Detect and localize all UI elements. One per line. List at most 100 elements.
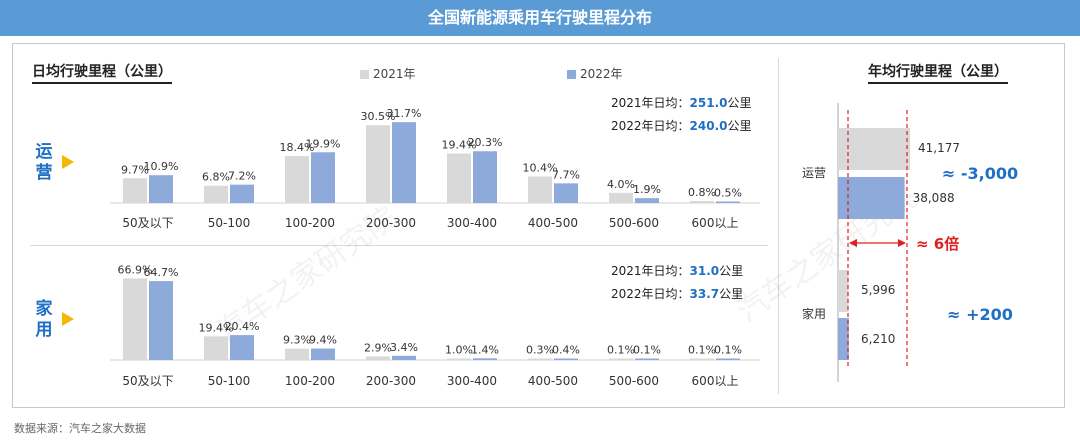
- household-bar-chart: 66.9%64.7% 50及以下 19.4%20.4% 50-100 9.3%9.4% 1…: [110, 263, 760, 388]
- bar-2021-7: [690, 358, 714, 360]
- bar-2022-1: [230, 335, 254, 360]
- annual-bar-2021-0: [838, 128, 910, 170]
- category-label-4: 300-400: [447, 374, 497, 388]
- bar-2022-7: [716, 358, 740, 360]
- ratio-arrow-left-icon: [849, 239, 857, 247]
- bar-2021-5: [528, 358, 552, 360]
- avg-value: 31.0: [689, 264, 720, 278]
- data-label-2021-7: 0.8%: [688, 186, 716, 199]
- horizontal-divider: [30, 245, 768, 246]
- bar-2021-5: [528, 176, 552, 203]
- avg-unit: 公里: [727, 96, 752, 110]
- category-label-6: 500-600: [609, 374, 659, 388]
- data-label-2021-0: 66.9%: [118, 263, 153, 276]
- data-label-2021-6: 4.0%: [607, 178, 635, 191]
- legend-label-2021: 2021年: [373, 67, 416, 81]
- operating-bar-chart: 9.7%10.9% 50及以下 6.8%7.2% 50-100 18.4%19.9% 10…: [110, 107, 760, 230]
- bar-2022-7: [716, 201, 740, 203]
- category-label-4: 300-400: [447, 216, 497, 230]
- bar-2021-3: [366, 125, 390, 203]
- data-label-2021-3: 30.5%: [361, 110, 396, 123]
- legend-2022: 2022年: [567, 65, 623, 82]
- bar-2022-5: [554, 183, 578, 203]
- ratio-annotation: ≈ 6倍: [916, 235, 959, 253]
- vertical-divider: [778, 58, 779, 394]
- bar-2021-2: [285, 348, 309, 360]
- source-note: 数据来源：汽车之家大数据: [14, 422, 146, 435]
- annual-label-2021-1: 5,996: [861, 283, 895, 297]
- data-label-2022-7: 0.5%: [714, 187, 742, 200]
- avg-value: 251.0: [689, 96, 728, 110]
- bar-2021-7: [690, 200, 714, 203]
- bar-2022-2: [311, 348, 335, 360]
- category-label-0: 50及以下: [122, 374, 173, 388]
- legend-2021: 2021年: [360, 65, 416, 82]
- bar-2021-3: [366, 356, 390, 360]
- segment-label-household-2: 用: [35, 320, 53, 340]
- annual-label-2021-0: 41,177: [918, 141, 960, 155]
- data-label-2021-7: 0.1%: [688, 344, 716, 357]
- daily-mileage-title: 日均行驶里程（公里）: [32, 61, 172, 84]
- segment-label-household: 家 用: [34, 299, 54, 341]
- legend-label-2022: 2022年: [580, 67, 623, 81]
- annual-category-0: 运营: [802, 166, 826, 180]
- data-label-2021-1: 6.8%: [202, 171, 230, 184]
- bar-2022-4: [473, 151, 497, 203]
- category-label-2: 100-200: [285, 216, 335, 230]
- data-label-2022-4: 1.4%: [471, 343, 499, 356]
- annual-bar-2022-0: [838, 177, 905, 219]
- household-average-2021: 2021年日均：31.0公里: [611, 261, 743, 281]
- segment-label-household-1: 家: [35, 299, 53, 319]
- data-label-2021-5: 10.4%: [523, 161, 558, 174]
- legend-swatch-2022: [567, 70, 576, 79]
- household-average-2022: 2022年日均：33.7公里: [611, 284, 743, 304]
- category-label-1: 50-100: [208, 374, 251, 388]
- data-label-2021-6: 0.1%: [607, 344, 635, 357]
- avg-value: 240.0: [689, 119, 728, 133]
- data-label-2022-5: 0.4%: [552, 344, 580, 357]
- bar-2021-4: [447, 358, 471, 360]
- annual-mileage-chart: 41,177 38,088 运营 ≈ -3,000 5,996 6,210 家用 ≈ +200…: [802, 103, 1018, 382]
- bar-2022-6: [635, 358, 659, 360]
- bar-2022-2: [311, 152, 335, 203]
- operating-average-2022: 2022年日均：240.0公里: [611, 116, 752, 136]
- category-label-3: 200-300: [366, 216, 416, 230]
- bar-2022-6: [635, 198, 659, 203]
- avg-unit: 公里: [719, 264, 744, 278]
- data-label-2021-0: 9.7%: [121, 163, 149, 176]
- annual-mileage-title: 年均行驶里程（公里）: [868, 61, 1008, 84]
- bar-2022-1: [230, 184, 254, 203]
- data-label-2022-4: 20.3%: [468, 136, 503, 149]
- category-label-7: 600以上: [692, 216, 739, 230]
- segment-label-operating: 运 营: [34, 142, 54, 184]
- ratio-arrow-right-icon: [898, 239, 906, 247]
- banner-title: 全国新能源乘用车行驶里程分布: [0, 0, 1080, 36]
- data-label-2021-2: 18.4%: [280, 141, 315, 154]
- data-label-2022-5: 7.7%: [552, 168, 580, 181]
- avg-label: 2021年日均：: [611, 264, 690, 278]
- data-label-2022-2: 19.9%: [306, 137, 341, 150]
- operating-average-2021: 2021年日均：251.0公里: [611, 93, 752, 113]
- category-label-5: 400-500: [528, 374, 578, 388]
- avg-unit: 公里: [727, 119, 752, 133]
- avg-value: 33.7: [689, 287, 720, 301]
- bar-2022-3: [392, 122, 416, 203]
- bar-2021-0: [123, 178, 147, 203]
- data-label-2022-0: 10.9%: [144, 160, 179, 173]
- legend-swatch-2021: [360, 70, 369, 79]
- data-label-2021-5: 0.3%: [526, 344, 554, 357]
- data-label-2022-1: 7.2%: [228, 170, 256, 183]
- data-label-2022-6: 0.1%: [633, 344, 661, 357]
- category-label-6: 500-600: [609, 216, 659, 230]
- data-label-2022-1: 20.4%: [225, 320, 260, 333]
- category-label-0: 50及以下: [122, 216, 173, 230]
- data-label-2022-7: 0.1%: [714, 344, 742, 357]
- avg-label: 2022年日均：: [611, 287, 690, 301]
- data-label-2021-1: 19.4%: [199, 321, 234, 334]
- bar-2021-1: [204, 336, 228, 360]
- bar-2021-6: [609, 192, 633, 203]
- category-label-5: 400-500: [528, 216, 578, 230]
- data-label-2021-4: 19.4%: [442, 139, 477, 152]
- category-label-2: 100-200: [285, 374, 335, 388]
- household-arrow-icon: [62, 312, 74, 326]
